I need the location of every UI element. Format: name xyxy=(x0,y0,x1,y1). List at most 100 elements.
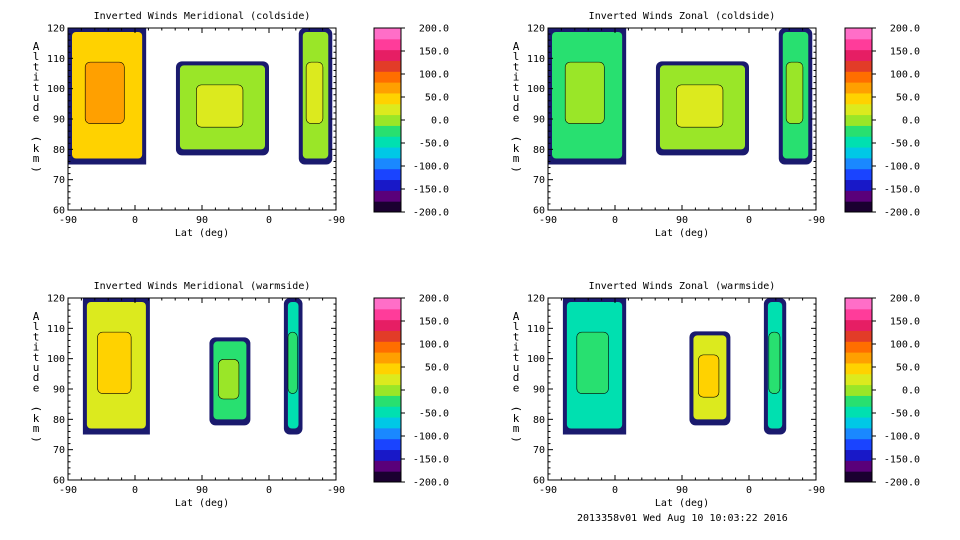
y-tick-label: 80 xyxy=(533,145,545,156)
colorbar-segment xyxy=(374,157,401,170)
chart-title: Inverted Winds Zonal (warmside) xyxy=(589,281,776,292)
y-label-char: t xyxy=(513,81,520,94)
y-label-char: ( xyxy=(30,135,43,142)
data-region-core xyxy=(196,84,244,128)
y-tick-label: 70 xyxy=(533,445,545,456)
data-region-core xyxy=(305,61,324,124)
y-label-char: ( xyxy=(30,405,43,412)
y-label-char: t xyxy=(513,330,520,343)
colorbar-tick-label: 200.0 xyxy=(890,294,920,305)
colorbar-segment xyxy=(845,352,872,364)
colorbar-segment xyxy=(374,460,401,472)
colorbar-segment xyxy=(845,406,872,418)
y-label-char: m xyxy=(513,422,520,435)
y-label-char: l xyxy=(33,320,40,333)
colorbar-tick-label: 200.0 xyxy=(890,24,920,35)
colorbar-segment xyxy=(845,190,872,202)
x-tick-label: 90 xyxy=(196,485,208,496)
colorbar-segment xyxy=(374,71,401,83)
colorbar-tick-label: -50.0 xyxy=(419,139,449,150)
y-label-char: t xyxy=(513,351,520,364)
colorbar-tick-label: 200.0 xyxy=(419,294,449,305)
x-tick-label: 90 xyxy=(196,215,208,226)
colorbar-tick-label: 0.0 xyxy=(902,116,920,127)
colorbar-segment xyxy=(845,179,872,191)
colorbar-segment xyxy=(845,60,872,72)
colorbar-segment xyxy=(374,49,401,61)
x-tick-label: 0 xyxy=(746,215,752,226)
colorbar-segment xyxy=(374,28,401,40)
colorbar-segment xyxy=(845,136,872,148)
y-label-char: k xyxy=(513,142,520,155)
x-tick-label: 0 xyxy=(612,485,618,496)
chart-title: Inverted Winds Meridional (warmside) xyxy=(94,281,311,292)
y-label-char: t xyxy=(513,60,520,73)
x-axis-label: Lat (deg) xyxy=(175,498,229,509)
colorbar-tick-label: 100.0 xyxy=(890,70,920,81)
colorbar-tick-label: 150.0 xyxy=(890,47,920,58)
x-tick-label: -90 xyxy=(59,215,77,226)
colorbar-segment xyxy=(845,201,872,213)
y-label-char: k xyxy=(33,412,40,425)
colorbar-tick-label: -100.0 xyxy=(413,432,449,443)
y-label-char: ) xyxy=(30,166,43,173)
chart-panel-3: Inverted Winds Meridional (warmside) 60 70… xyxy=(30,281,449,509)
y-tick-label: 100 xyxy=(47,84,65,95)
x-axis-label: Lat (deg) xyxy=(175,228,229,239)
y-tick-label: 100 xyxy=(47,354,65,365)
colorbar-segment xyxy=(845,417,872,429)
data-region-core xyxy=(218,359,240,400)
y-tick-label: 100 xyxy=(527,84,545,95)
colorbar-segment xyxy=(845,395,872,407)
y-label-char: t xyxy=(33,60,40,73)
colorbar-segment xyxy=(374,114,401,126)
colorbar-segment xyxy=(845,157,872,170)
colorbar-segment xyxy=(845,38,872,51)
y-tick-label: 100 xyxy=(527,354,545,365)
colorbar-segment xyxy=(374,438,401,451)
y-tick-label: 120 xyxy=(527,294,545,305)
colorbar-segment xyxy=(845,103,872,116)
y-label-char: i xyxy=(513,71,520,84)
colorbar-segment xyxy=(845,373,872,386)
y-tick-label: 90 xyxy=(533,385,545,396)
colorbar-segment xyxy=(845,460,872,472)
colorbar-tick-label: -100.0 xyxy=(413,162,449,173)
y-label-char: ) xyxy=(510,166,523,173)
x-tick-label: -90 xyxy=(327,215,345,226)
y-label-char: i xyxy=(33,71,40,84)
y-tick-label: 70 xyxy=(53,175,65,186)
y-label-char: t xyxy=(33,351,40,364)
y-tick-label: 120 xyxy=(47,24,65,35)
y-label-char: u xyxy=(513,361,520,374)
colorbar-tick-label: -200.0 xyxy=(413,208,449,219)
y-tick-label: 120 xyxy=(47,294,65,305)
colorbar-segment xyxy=(374,417,401,429)
colorbar: 200.0 150.0 100.0 50.0 0.0 -50.0 -100.0 -150.0 -… xyxy=(844,24,920,219)
chart-title: Inverted Winds Meridional (coldside) xyxy=(94,11,311,22)
colorbar-tick-label: 0.0 xyxy=(431,386,449,397)
x-axis-label: Lat (deg) xyxy=(655,228,709,239)
colorbar-tick-label: -200.0 xyxy=(884,478,920,489)
y-tick-label: 80 xyxy=(533,415,545,426)
chart-panel-4: Inverted Winds Zonal (warmside) 60 70 80 90 1… xyxy=(510,281,920,509)
y-label-char: d xyxy=(33,371,40,384)
colorbar-segment xyxy=(374,190,401,202)
y-label-char: t xyxy=(33,330,40,343)
y-tick-label: 60 xyxy=(53,206,65,217)
colorbar-segment xyxy=(374,103,401,116)
chart-panel-2: Inverted Winds Zonal (coldside) 60 70 80 90 1… xyxy=(510,11,920,239)
x-tick-label: 0 xyxy=(266,485,272,496)
data-region-core xyxy=(576,331,609,394)
x-tick-label: -90 xyxy=(807,485,825,496)
colorbar-segment xyxy=(845,298,872,310)
y-label-char: e xyxy=(33,111,40,124)
colorbar-tick-label: -50.0 xyxy=(890,409,920,420)
data-region-core xyxy=(97,331,132,394)
colorbar-segment xyxy=(845,147,872,159)
y-tick-label: 90 xyxy=(53,385,65,396)
colorbar-segment xyxy=(374,168,401,181)
y-tick-label: 110 xyxy=(527,324,545,335)
data-region-core xyxy=(287,331,298,394)
footer-timestamp: 2013358v01 Wed Aug 10 10:03:22 2016 xyxy=(577,513,788,524)
